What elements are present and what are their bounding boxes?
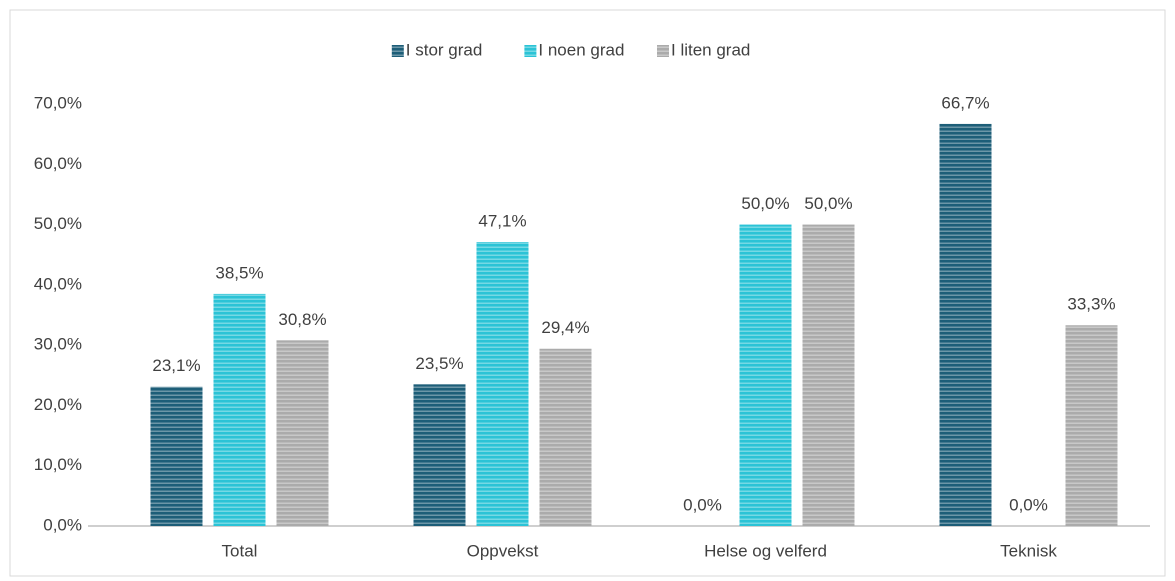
y-tick-label: 60,0%: [34, 154, 82, 173]
y-tick-label: 70,0%: [34, 93, 82, 112]
legend-swatch: [524, 45, 537, 57]
data-label: 50,0%: [741, 194, 789, 213]
data-label: 30,8%: [278, 310, 326, 329]
legend-label: I stor grad: [406, 40, 483, 59]
data-label: 29,4%: [541, 318, 589, 337]
bar: [539, 348, 592, 526]
data-label: 47,1%: [478, 212, 526, 231]
bar: [213, 293, 266, 526]
bar: [1065, 325, 1118, 526]
x-tick-label: Teknisk: [1000, 541, 1057, 560]
bar: [476, 242, 529, 526]
data-label: 23,5%: [415, 354, 463, 373]
data-label: 50,0%: [804, 194, 852, 213]
bar: [150, 386, 203, 526]
x-tick-label: Helse og velferd: [704, 541, 827, 560]
bar: [739, 224, 792, 527]
y-tick-label: 50,0%: [34, 214, 82, 233]
bar: [802, 224, 855, 527]
data-label: 66,7%: [941, 93, 989, 112]
y-tick-label: 20,0%: [34, 395, 82, 414]
bar: [939, 123, 992, 526]
bar: [413, 384, 466, 526]
data-label: 0,0%: [1009, 495, 1048, 514]
bar: [276, 340, 329, 526]
x-tick-label: Oppvekst: [467, 541, 539, 560]
data-label: 0,0%: [683, 495, 722, 514]
y-tick-label: 40,0%: [34, 274, 82, 293]
data-label: 33,3%: [1067, 295, 1115, 314]
data-label: 38,5%: [215, 263, 263, 282]
y-tick-label: 30,0%: [34, 335, 82, 354]
data-label: 23,1%: [152, 356, 200, 375]
legend-swatch: [391, 45, 404, 57]
x-tick-label: Total: [222, 541, 258, 560]
legend-swatch: [657, 45, 669, 57]
y-tick-label: 10,0%: [34, 455, 82, 474]
legend-label: I liten grad: [671, 40, 750, 59]
legend-label: I noen grad: [538, 40, 624, 59]
y-tick-label: 0,0%: [43, 515, 82, 534]
